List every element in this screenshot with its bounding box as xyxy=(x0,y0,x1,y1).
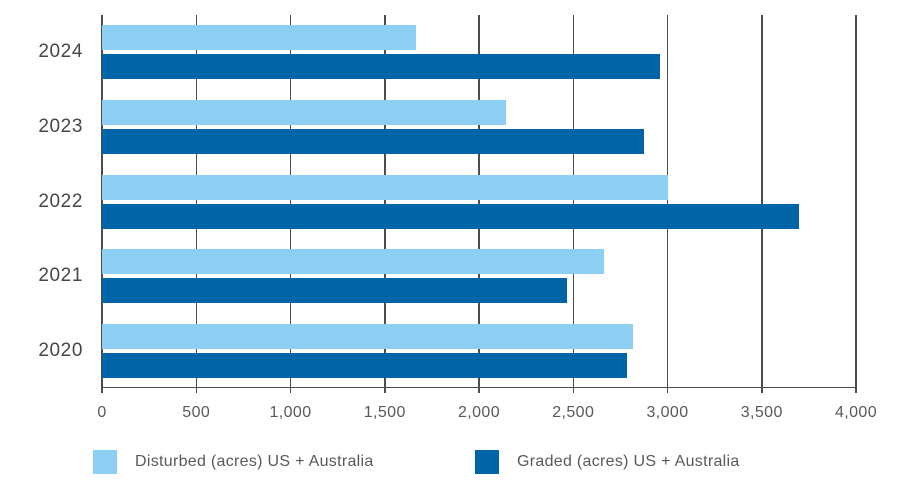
bar-2022-graded xyxy=(102,203,799,229)
gridline-x-2000 xyxy=(478,15,480,388)
x-axis-tick-500 xyxy=(195,388,197,393)
x-axis-tick-3000 xyxy=(666,388,669,393)
gridline-x-500 xyxy=(195,15,197,388)
bar-2020-disturbed xyxy=(102,323,633,349)
y-axis-label-2020: 2020 xyxy=(38,339,83,361)
x-tick-label-500: 500 xyxy=(182,404,211,421)
x-axis-tick-2000 xyxy=(478,388,480,393)
bar-2022-disturbed xyxy=(102,174,669,200)
x-axis-line xyxy=(102,386,856,388)
y-axis-label-2022: 2022 xyxy=(38,190,83,212)
legend-swatch-graded-icon xyxy=(475,450,499,474)
x-axis-tick-1000 xyxy=(289,388,292,393)
x-tick-label-0: 0 xyxy=(97,404,107,421)
gridline-x-4000 xyxy=(855,15,857,388)
x-tick-label-2000: 2,000 xyxy=(457,404,501,421)
y-axis-label-2021: 2021 xyxy=(38,265,83,287)
y-axis-label-2023: 2023 xyxy=(38,115,83,137)
x-tick-label-3500: 3,500 xyxy=(740,404,783,421)
gridline-x-2500 xyxy=(572,15,574,388)
x-axis-tick-2500 xyxy=(572,388,574,393)
x-axis-tick-1500 xyxy=(384,388,386,393)
bar-2021-disturbed xyxy=(102,249,605,275)
x-axis-tick-4000 xyxy=(855,388,857,393)
x-tick-label-1000: 1,000 xyxy=(269,404,312,421)
legend-swatch-disturbed-icon xyxy=(93,450,117,474)
bar-2021-graded xyxy=(102,278,567,304)
bar-2023-disturbed xyxy=(102,99,507,125)
x-tick-label-2500: 2,500 xyxy=(552,404,595,421)
x-axis-tick-3500 xyxy=(761,388,763,393)
legend-item-graded: Graded (acres) US + Australia xyxy=(475,450,740,474)
y-axis-label-2024: 2024 xyxy=(38,41,83,63)
bar-2023-graded xyxy=(102,128,644,154)
gridline-x-1500 xyxy=(384,15,386,388)
gridline-x-3000 xyxy=(666,15,669,388)
gridline-x-0 xyxy=(101,15,103,388)
bar-2024-disturbed xyxy=(102,25,416,51)
plot-area: 0 500 1,000 1,500 2,000 2,500 3,000 3,500 4,000 2… xyxy=(38,15,877,421)
x-tick-label-3000: 3,000 xyxy=(646,404,689,421)
chart-legend: Disturbed (acres) US + Australia Graded … xyxy=(0,450,920,476)
x-axis-tick-0 xyxy=(101,388,103,393)
x-tick-label-4000: 4,000 xyxy=(834,404,878,421)
legend-label-graded: Graded (acres) US + Australia xyxy=(517,453,740,470)
legend-item-disturbed: Disturbed (acres) US + Australia xyxy=(93,450,374,474)
legend-label-disturbed: Disturbed (acres) US + Australia xyxy=(135,453,374,470)
bar-2020-graded xyxy=(102,352,627,378)
gridline-x-1000 xyxy=(289,15,292,388)
bar-2024-graded xyxy=(102,54,660,80)
x-tick-label-1500: 1,500 xyxy=(363,404,406,421)
gridline-x-3500 xyxy=(761,15,763,388)
